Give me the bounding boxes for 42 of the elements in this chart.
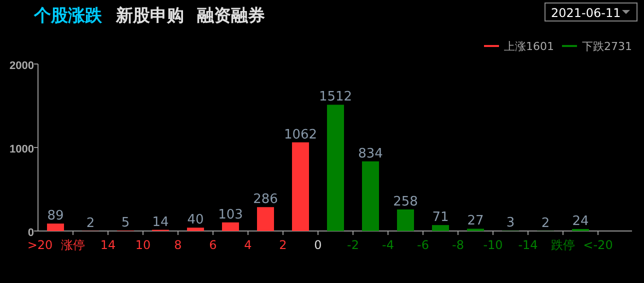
x-tick-label: >20 <box>27 238 53 252</box>
data-label: 2 <box>86 216 95 231</box>
data-label: 5 <box>121 216 130 231</box>
x-tick-label: 涨停 <box>61 238 85 252</box>
x-tick-label: <-20 <box>583 238 613 252</box>
data-label: 2 <box>541 216 550 231</box>
data-label: 1062 <box>284 127 318 142</box>
x-tick-label: -10 <box>483 238 503 252</box>
text: 2021-06-11 <box>551 6 621 20</box>
text: 新股申购 <box>115 6 184 26</box>
data-label: 286 <box>253 192 278 208</box>
x-tick-label: 0 <box>314 238 322 252</box>
y-tick-label: 0 <box>28 227 34 239</box>
y-tick-label: 2000 <box>10 60 34 72</box>
x-tick-label: 6 <box>209 238 217 252</box>
x-tick-label: 4 <box>244 238 252 252</box>
x-tick-label: -6 <box>417 238 429 252</box>
x-tick-label: 跌停 <box>551 238 575 252</box>
data-label: 1512 <box>318 90 352 105</box>
data-label: 103 <box>218 207 243 222</box>
x-tick-label: -4 <box>382 238 394 252</box>
legend-label: 上涨1601 <box>504 40 554 53</box>
y-tick-label: 1000 <box>10 144 34 156</box>
x-tick-label: 2 <box>279 238 287 252</box>
text: 融资融券 <box>197 6 265 26</box>
data-label: 3 <box>506 216 515 231</box>
x-tick-label: 10 <box>135 238 151 252</box>
x-tick-label: 8 <box>174 238 182 252</box>
x-tick-label: -8 <box>452 238 464 252</box>
legend-label: 下跌2731 <box>582 40 632 53</box>
data-label: 71 <box>432 210 449 226</box>
data-label: 24 <box>572 214 589 229</box>
x-tick-label: 14 <box>100 238 116 252</box>
data-label: 14 <box>152 214 169 230</box>
data-label: 258 <box>393 194 418 210</box>
x-tick-label: -2 <box>347 238 359 252</box>
chart-title: 个股涨跌 <box>33 6 103 26</box>
data-label: 40 <box>187 212 204 228</box>
x-tick-label: -14 <box>518 238 538 252</box>
data-label: 27 <box>467 214 484 229</box>
data-label: 834 <box>358 146 383 162</box>
data-label: 89 <box>47 208 64 224</box>
